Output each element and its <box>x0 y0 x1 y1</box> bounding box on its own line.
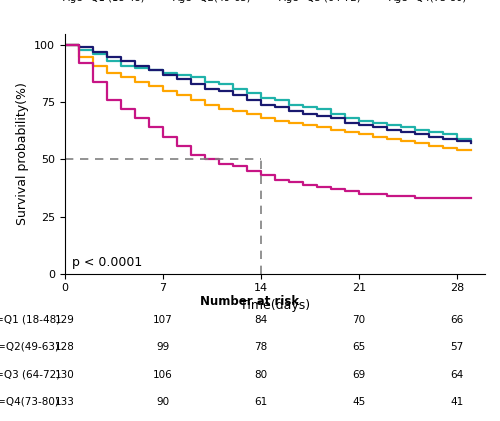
Text: 133: 133 <box>55 397 75 407</box>
Text: 106: 106 <box>153 370 173 380</box>
Text: 70: 70 <box>352 315 366 325</box>
Text: 66: 66 <box>450 315 464 325</box>
Text: 65: 65 <box>352 342 366 352</box>
Text: p < 0.0001: p < 0.0001 <box>72 256 142 269</box>
Text: 90: 90 <box>156 397 170 407</box>
Text: Age=Q3 (64-72): Age=Q3 (64-72) <box>0 370 60 380</box>
Text: 130: 130 <box>55 370 75 380</box>
Text: Age=Q2(49-63): Age=Q2(49-63) <box>0 342 60 352</box>
Text: 41: 41 <box>450 397 464 407</box>
Legend: Age=Q1 (18-48), Age=Q2(49-63), Age=Q3 (64-72), Age=Q4(73-80): Age=Q1 (18-48), Age=Q2(49-63), Age=Q3 (6… <box>37 0 471 7</box>
Text: Age=Q4(73-80): Age=Q4(73-80) <box>0 397 60 407</box>
Text: 69: 69 <box>352 370 366 380</box>
Text: 128: 128 <box>55 342 75 352</box>
Text: Number at risk: Number at risk <box>200 295 300 308</box>
Text: 45: 45 <box>352 397 366 407</box>
Text: 61: 61 <box>254 397 268 407</box>
Y-axis label: Survival probability(%): Survival probability(%) <box>16 82 28 225</box>
Text: 107: 107 <box>153 315 173 325</box>
X-axis label: Time(days): Time(days) <box>240 299 310 312</box>
Text: 99: 99 <box>156 342 170 352</box>
Text: Age=Q1 (18-48): Age=Q1 (18-48) <box>0 315 60 325</box>
Text: 80: 80 <box>254 370 268 380</box>
Text: 64: 64 <box>450 370 464 380</box>
Text: 84: 84 <box>254 315 268 325</box>
Text: 57: 57 <box>450 342 464 352</box>
Text: 78: 78 <box>254 342 268 352</box>
Text: 129: 129 <box>55 315 75 325</box>
